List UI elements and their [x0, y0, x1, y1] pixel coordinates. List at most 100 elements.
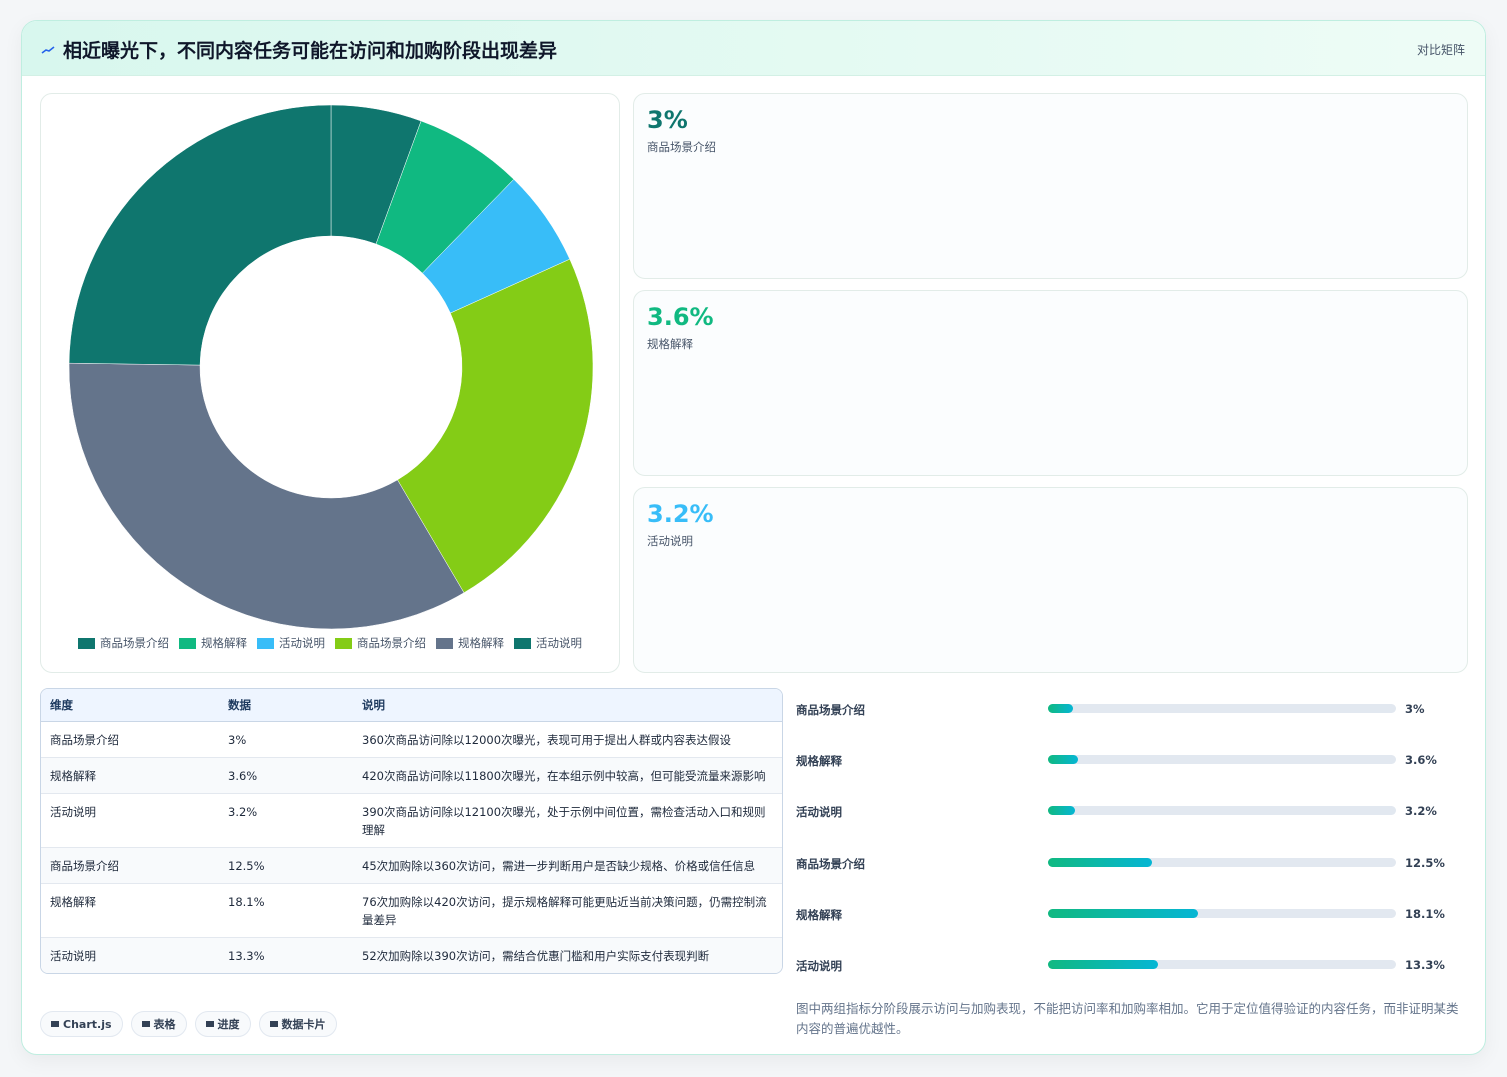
- progress-row: 商品场景介绍 3%: [796, 699, 1476, 719]
- legend-label: 活动说明: [536, 636, 582, 650]
- table-cell: 活动说明: [41, 792, 219, 847]
- legend-item: 规格解释: [436, 635, 504, 651]
- progress-label: 规格解释: [796, 907, 842, 922]
- table-cell: 商品场景介绍: [41, 846, 219, 883]
- chip-label: 数据卡片: [281, 1018, 326, 1031]
- legend-label: 商品场景介绍: [357, 636, 426, 650]
- legend-label: 活动说明: [279, 636, 325, 650]
- table-cell: 390次商品访问除以12100次曝光，处于示例中间位置，需检查活动入口和规则理解: [353, 792, 782, 847]
- chip[interactable]: 进度: [194, 1011, 251, 1037]
- table-row: 规格解释 18.1% 76次加购除以420次访问，提示规格解释可能更贴近当前决策问题…: [41, 882, 782, 937]
- donut-segment: [397, 258, 594, 594]
- table-cell: 360次商品访问除以12000次曝光，表现可用于提出人群或内容表达假设: [353, 720, 782, 757]
- kpi-value: 3%: [647, 106, 688, 134]
- column-header: 数据: [219, 689, 353, 722]
- legend-item: 商品场景介绍: [78, 635, 169, 651]
- table-cell: 76次加购除以420次访问，提示规格解释可能更贴近当前决策问题，仍需控制流量差异: [353, 882, 782, 937]
- kpi-card: 3.6% 规格解释: [633, 290, 1468, 476]
- table-row: 活动说明 13.3% 52次加购除以390次访问，需结合优惠门槛和用户实际支付表现判…: [41, 936, 782, 973]
- progress-value: 3.6%: [1405, 753, 1437, 768]
- chip[interactable]: Chart.js: [40, 1011, 123, 1037]
- progress-track: [1048, 755, 1396, 765]
- table-cell: 活动说明: [41, 936, 219, 973]
- progress-row: 规格解释 3.6%: [796, 750, 1476, 770]
- legend-item: 活动说明: [514, 635, 582, 651]
- title: 相近曝光下，不同内容任务可能在访问和加购阶段出现差异: [63, 40, 558, 62]
- table-cell: 商品场景介绍: [41, 720, 219, 757]
- chip-icon: [141, 1021, 150, 1027]
- progress-track: [1048, 960, 1396, 969]
- table-cell: 12.5%: [219, 846, 353, 883]
- legend-swatch: [179, 637, 196, 649]
- donut-segment: [68, 362, 465, 630]
- table-cell: 45次加购除以360次访问，需进一步判断用户是否缺少规格、价格或信任信息: [353, 846, 782, 883]
- chip-icon-shape: [205, 1021, 214, 1027]
- progress-row: 商品场景介绍 12.5%: [796, 853, 1476, 873]
- legend-swatch: [257, 637, 274, 649]
- header: 相近曝光下，不同内容任务可能在访问和加购阶段出现差异 对比矩阵: [22, 21, 1485, 76]
- progress-value: 18.1%: [1405, 906, 1445, 921]
- note: 图中两组指标分阶段展示访问与加购表现，不能把访问率和加购率相加。它用于定位值得验…: [796, 1001, 1459, 1036]
- table-row: 活动说明 3.2% 390次商品访问除以12100次曝光，处于示例中间位置，需检查活…: [41, 792, 782, 847]
- progress-label: 商品场景介绍: [796, 856, 865, 871]
- kpi-card: 3% 商品场景介绍: [633, 93, 1468, 279]
- chip-label: Chart.js: [63, 1017, 112, 1031]
- legend: 商品场景介绍 规格解释 活动说明 商品场景介绍 规格解释 活动说明: [41, 635, 619, 651]
- kpi-name: 规格解释: [647, 337, 693, 351]
- progress-fill: [1048, 704, 1073, 713]
- chip-icon-shape: [51, 1021, 59, 1027]
- progress-label: 商品场景介绍: [796, 703, 865, 717]
- chip-icon-shape: [141, 1021, 150, 1027]
- table-row: 规格解释 3.6% 420次商品访问除以11800次曝光，在本组示例中较高，但可能受…: [41, 756, 782, 793]
- kpi-card: 3.2% 活动说明: [633, 487, 1468, 673]
- column-header: 说明: [353, 689, 782, 722]
- progress-row: 规格解释 18.1%: [796, 904, 1476, 924]
- chip-icon: [205, 1021, 214, 1027]
- legend-item: 商品场景介绍: [335, 635, 426, 651]
- progress-track: [1048, 704, 1396, 713]
- chip-icon: [51, 1021, 59, 1027]
- progress-row: 活动说明 13.3%: [796, 955, 1476, 975]
- chip-list: Chart.js 表格 进度 数据卡片: [40, 1011, 337, 1037]
- table-cell: 18.1%: [219, 882, 353, 937]
- kpi-name: 活动说明: [647, 534, 693, 548]
- legend-swatch: [514, 637, 531, 649]
- progress-fill: [1048, 960, 1159, 969]
- table-cell: 3%: [219, 720, 353, 757]
- progress-track: [1048, 806, 1396, 816]
- chip[interactable]: 表格: [130, 1011, 187, 1037]
- progress-value: 12.5%: [1405, 855, 1445, 870]
- progress-fill: [1048, 806, 1075, 816]
- progress-row: 活动说明 3.2%: [796, 801, 1476, 821]
- legend-swatch: [436, 637, 453, 649]
- legend-label: 规格解释: [458, 636, 504, 650]
- table: 维度 数据 说明 商品场景介绍 3% 360次商品访问除以12000次曝光，表现可用于提出…: [40, 688, 783, 974]
- donut-panel: 商品场景介绍 规格解释 活动说明 商品场景介绍 规格解释 活动说明: [40, 93, 620, 673]
- progress-fill: [1048, 755, 1078, 765]
- chip-icon: [269, 1021, 278, 1027]
- header-action[interactable]: 对比矩阵: [1416, 43, 1465, 57]
- table-row: 商品场景介绍 3% 360次商品访问除以12000次曝光，表现可用于提出人群或内容表…: [41, 720, 782, 757]
- table-cell: 规格解释: [41, 756, 219, 793]
- table-cell: 规格解释: [41, 882, 219, 937]
- table-cell: 3.2%: [219, 792, 353, 847]
- chip[interactable]: 数据卡片: [258, 1011, 337, 1037]
- progress-fill: [1048, 857, 1152, 867]
- table-cell: 420次商品访问除以11800次曝光，在本组示例中较高，但可能受流量来源影响: [353, 756, 782, 793]
- progress-label: 活动说明: [796, 959, 842, 973]
- legend-swatch: [78, 637, 95, 649]
- progress-label: 规格解释: [796, 754, 842, 769]
- progress-value: 13.3%: [1405, 958, 1445, 972]
- donut-chart: [68, 104, 594, 630]
- kpi-name: 商品场景介绍: [647, 140, 716, 154]
- title-icon: [41, 46, 55, 54]
- table-row: 商品场景介绍 12.5% 45次加购除以360次访问，需进一步判断用户是否缺少规格、…: [41, 846, 782, 883]
- column-header: 维度: [41, 689, 219, 722]
- progress-value: 3%: [1405, 702, 1425, 716]
- progress-track: [1048, 908, 1396, 918]
- chip-label: 表格: [153, 1018, 176, 1031]
- table-cell: 52次加购除以390次访问，需结合优惠门槛和用户实际支付表现判断: [353, 936, 782, 973]
- donut-segment: [68, 104, 332, 366]
- legend-swatch: [335, 637, 352, 649]
